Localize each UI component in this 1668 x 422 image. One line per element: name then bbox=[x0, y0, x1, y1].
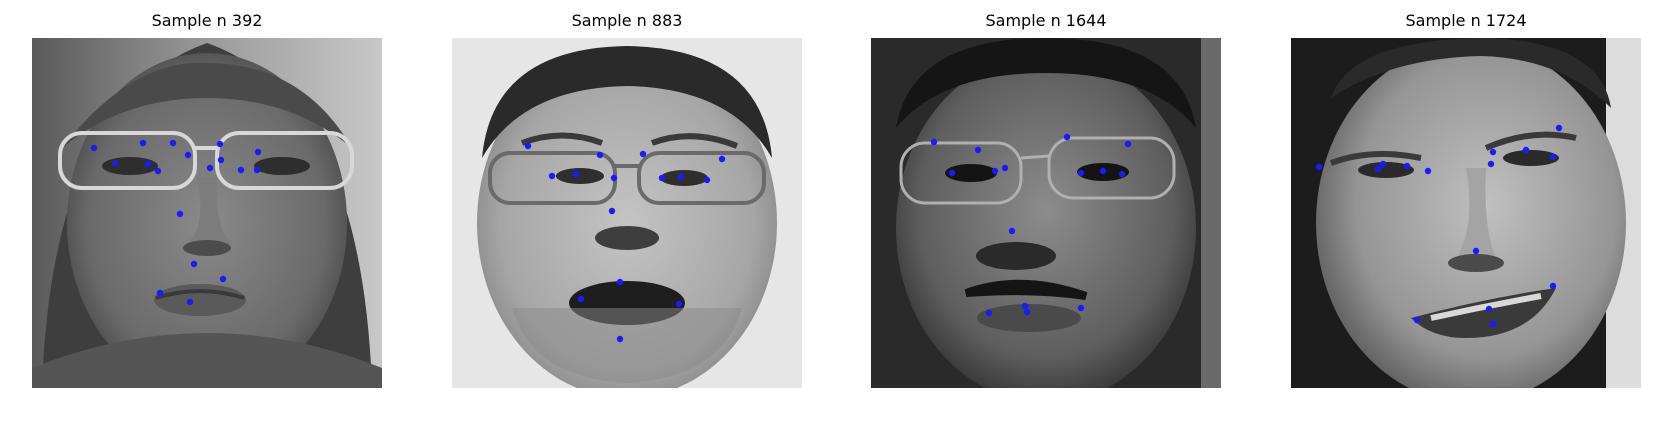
keypoint-marker bbox=[596, 151, 604, 159]
keypoint-marker bbox=[948, 169, 956, 177]
keypoint-marker bbox=[524, 142, 532, 150]
keypoint-layer bbox=[524, 142, 726, 343]
face-photo-4 bbox=[1291, 38, 1641, 388]
keypoint-marker bbox=[206, 164, 214, 172]
keypoint-marker bbox=[1077, 304, 1085, 312]
keypoint-marker bbox=[144, 160, 152, 168]
keypoint-marker bbox=[111, 159, 119, 167]
keypoint-marker bbox=[254, 148, 262, 156]
sample-panel-3: Sample n 1644 bbox=[871, 10, 1221, 392]
keypoint-marker bbox=[1021, 302, 1029, 310]
sample-panel-4: Sample n 1724 bbox=[1291, 10, 1641, 392]
keypoint-marker bbox=[985, 309, 993, 317]
keypoint-marker bbox=[1489, 320, 1497, 328]
sample-title: Sample n 1644 bbox=[985, 11, 1107, 30]
keypoint-marker bbox=[608, 207, 616, 215]
keypoint-marker bbox=[610, 174, 618, 182]
keypoint-marker bbox=[139, 139, 147, 147]
keypoint-marker bbox=[677, 173, 685, 181]
keypoint-marker bbox=[974, 146, 982, 154]
keypoint-marker bbox=[1522, 146, 1530, 154]
keypoint-layer bbox=[1315, 124, 1563, 328]
keypoint-marker bbox=[616, 335, 624, 343]
keypoint-marker bbox=[675, 300, 683, 308]
keypoint-marker bbox=[90, 144, 98, 152]
sample-title: Sample n 883 bbox=[571, 11, 683, 30]
keypoint-marker bbox=[156, 289, 164, 297]
keypoint-marker bbox=[1489, 148, 1497, 156]
keypoint-layer bbox=[90, 139, 262, 306]
keypoint-marker bbox=[1424, 167, 1432, 175]
keypoint-marker bbox=[1374, 165, 1382, 173]
keypoint-marker bbox=[216, 140, 224, 148]
keypoint-marker bbox=[658, 174, 666, 182]
keypoint-marker bbox=[703, 176, 711, 184]
keypoint-layer bbox=[930, 133, 1132, 317]
keypoint-marker bbox=[1472, 247, 1480, 255]
face-image bbox=[1291, 38, 1641, 388]
keypoint-marker bbox=[217, 156, 225, 164]
keypoint-marker bbox=[1549, 282, 1557, 290]
sample-title: Sample n 1724 bbox=[1405, 11, 1527, 30]
keypoint-marker bbox=[1403, 162, 1411, 170]
keypoint-marker bbox=[1124, 140, 1132, 148]
keypoint-marker bbox=[237, 166, 245, 174]
keypoint-marker bbox=[1023, 308, 1031, 316]
sample-panel-2: Sample n 883 bbox=[452, 10, 802, 392]
keypoint-marker bbox=[219, 275, 227, 283]
keypoint-marker bbox=[253, 166, 261, 174]
keypoint-marker bbox=[930, 138, 938, 146]
keypoint-marker bbox=[154, 167, 162, 175]
sample-panel-1: Sample n 392 bbox=[32, 10, 382, 392]
face-photo-1 bbox=[32, 38, 382, 388]
keypoint-marker bbox=[190, 260, 198, 268]
keypoint-marker bbox=[548, 172, 556, 180]
keypoint-marker bbox=[718, 155, 726, 163]
keypoint-marker bbox=[169, 139, 177, 147]
keypoint-marker bbox=[1379, 160, 1387, 168]
face-image bbox=[32, 38, 382, 388]
keypoint-marker bbox=[1315, 163, 1323, 171]
keypoint-marker bbox=[186, 298, 194, 306]
keypoint-marker bbox=[1099, 167, 1107, 175]
keypoint-marker bbox=[577, 295, 585, 303]
keypoint-marker bbox=[991, 167, 999, 175]
keypoint-marker bbox=[616, 278, 624, 286]
keypoint-marker bbox=[1063, 133, 1071, 141]
sample-title: Sample n 392 bbox=[151, 11, 263, 30]
face-photo-3 bbox=[871, 38, 1221, 388]
keypoint-marker bbox=[1008, 227, 1016, 235]
keypoint-marker bbox=[1485, 305, 1493, 313]
keypoint-marker bbox=[176, 210, 184, 218]
keypoint-marker bbox=[1487, 160, 1495, 168]
face-photo-2 bbox=[452, 38, 802, 388]
keypoint-marker bbox=[1549, 153, 1557, 161]
keypoint-marker bbox=[1555, 124, 1563, 132]
keypoint-marker bbox=[572, 170, 580, 178]
keypoint-marker bbox=[1118, 170, 1126, 178]
face-image bbox=[871, 38, 1221, 388]
keypoint-marker bbox=[184, 151, 192, 159]
keypoint-marker bbox=[639, 150, 647, 158]
keypoint-marker bbox=[1413, 316, 1421, 324]
keypoint-marker bbox=[1077, 169, 1085, 177]
face-image bbox=[452, 38, 802, 388]
keypoint-marker bbox=[1001, 164, 1009, 172]
